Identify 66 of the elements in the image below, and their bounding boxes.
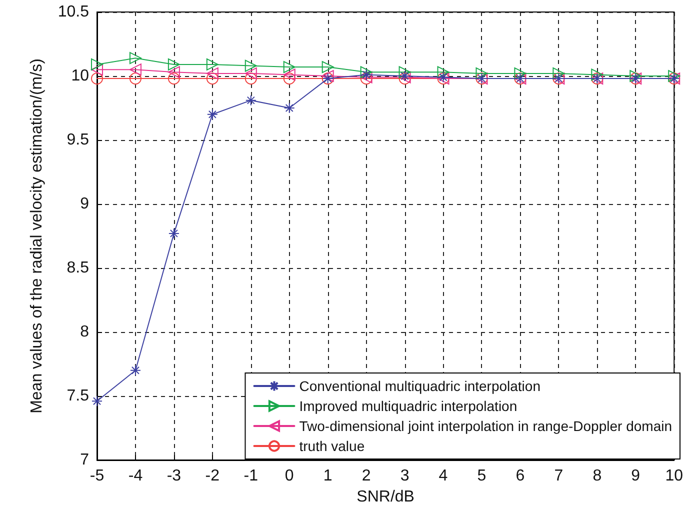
point	[283, 61, 296, 74]
x-tick-label: 5	[477, 468, 486, 484]
point	[283, 72, 296, 85]
x-tick-label: -4	[128, 468, 143, 484]
y-tick-label: 9	[80, 196, 90, 212]
point	[360, 69, 372, 80]
x-tick-label: -5	[90, 468, 104, 484]
x-tick-label: 1	[323, 468, 332, 484]
x-tick-label: 9	[631, 468, 640, 484]
point	[91, 58, 103, 70]
point	[322, 70, 334, 82]
point	[168, 58, 180, 70]
y-tick-label: 7	[80, 452, 90, 468]
point	[168, 66, 180, 78]
legend-label: Conventional multiquadric interpolation	[299, 378, 540, 394]
point	[591, 68, 604, 81]
legend-label: truth value	[299, 438, 365, 454]
point	[129, 52, 142, 64]
point	[630, 70, 642, 82]
point	[514, 67, 526, 80]
y-tick-label: 8	[80, 324, 90, 340]
x-axis-title: SNR/dB	[356, 488, 414, 506]
x-tick-label: -2	[205, 468, 220, 484]
x-tick-label: 4	[438, 468, 448, 484]
point	[283, 68, 296, 81]
x-tick-label: 6	[516, 468, 525, 484]
point	[91, 64, 103, 76]
point	[129, 64, 142, 76]
x-tick-label: 0	[284, 468, 294, 484]
point	[284, 102, 295, 114]
x-tick-label: 8	[592, 468, 602, 484]
point	[168, 72, 180, 85]
point	[168, 228, 180, 239]
x-tick-label: 2	[362, 468, 371, 484]
point	[206, 67, 218, 80]
point	[476, 67, 488, 80]
point	[244, 60, 257, 72]
y-tick-label: 7.5	[66, 388, 90, 404]
y-tick-label: 8.5	[66, 260, 90, 276]
point	[398, 66, 411, 78]
legend-label: Two-dimensional joint interpolation in range-Doppler domain	[299, 418, 672, 434]
x-tick-label: 3	[400, 468, 410, 484]
point	[360, 66, 372, 78]
x-tick-label: 7	[554, 468, 564, 484]
point	[92, 396, 102, 407]
point	[206, 58, 218, 70]
point	[322, 61, 334, 74]
point	[552, 67, 565, 80]
point	[91, 72, 103, 85]
y-tick-label: 10	[71, 68, 90, 84]
y-axis-title: Mean values of the radial velocity estimation/(m/s)	[28, 58, 46, 414]
x-tick-label: -1	[244, 468, 258, 484]
x-tick-label: -3	[166, 468, 182, 484]
legend-label: Improved multiquadric interpolation	[299, 398, 518, 414]
point	[206, 108, 218, 120]
x-tick-label: 10	[665, 468, 684, 484]
point	[129, 72, 142, 85]
y-tick-label: 10.5	[58, 4, 90, 20]
point	[206, 72, 218, 85]
point	[244, 72, 257, 85]
point	[668, 70, 680, 82]
point	[245, 94, 256, 106]
y-tick-label: 9.5	[66, 132, 90, 148]
point	[437, 66, 450, 78]
point	[130, 364, 141, 376]
point	[244, 67, 257, 80]
